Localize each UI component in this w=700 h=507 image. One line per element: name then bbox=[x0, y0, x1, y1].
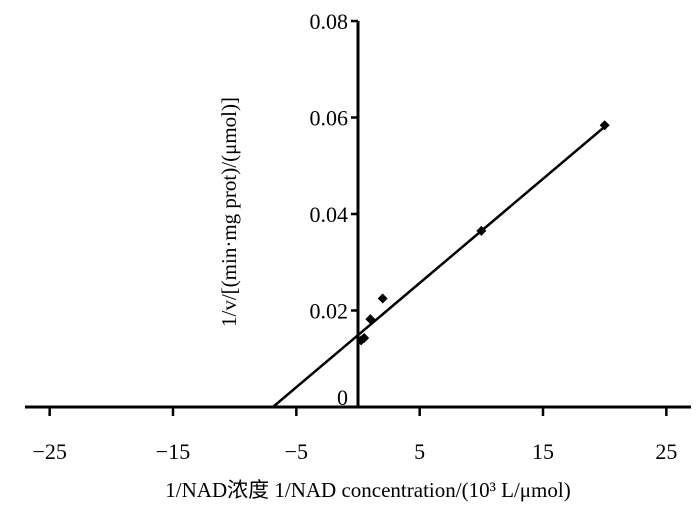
y-tick-label: 0 bbox=[337, 385, 348, 410]
data-points bbox=[356, 120, 610, 346]
x-axis-title: 1/NAD浓度 1/NAD concentration/(10³ L/μmol) bbox=[165, 478, 570, 502]
y-tick-label: 0.06 bbox=[310, 106, 349, 131]
x-tick-label: 25 bbox=[655, 439, 677, 464]
data-point bbox=[365, 314, 376, 325]
data-point bbox=[476, 225, 487, 236]
y-axis-title: 1/v/[(min·mg prot)/(μmol)] bbox=[217, 97, 241, 327]
y-tick-label: 0.08 bbox=[310, 9, 349, 34]
x-ticks: −25 −15 −5 5 15 25 bbox=[32, 407, 677, 464]
data-point bbox=[599, 120, 610, 131]
data-point bbox=[377, 293, 388, 304]
x-tick-label: 15 bbox=[532, 439, 554, 464]
x-tick-label: −25 bbox=[32, 439, 66, 464]
x-tick-label: −5 bbox=[285, 439, 308, 464]
x-tick-label: −15 bbox=[156, 439, 190, 464]
fit-line-group bbox=[272, 124, 607, 408]
y-ticks: 0 0.02 0.04 0.06 0.08 bbox=[310, 9, 358, 410]
y-tick-label: 0.02 bbox=[310, 299, 349, 324]
data-point bbox=[359, 333, 370, 344]
x-tick-label: 5 bbox=[414, 439, 425, 464]
fit-line bbox=[272, 124, 607, 408]
y-tick-label: 0.04 bbox=[310, 202, 349, 227]
